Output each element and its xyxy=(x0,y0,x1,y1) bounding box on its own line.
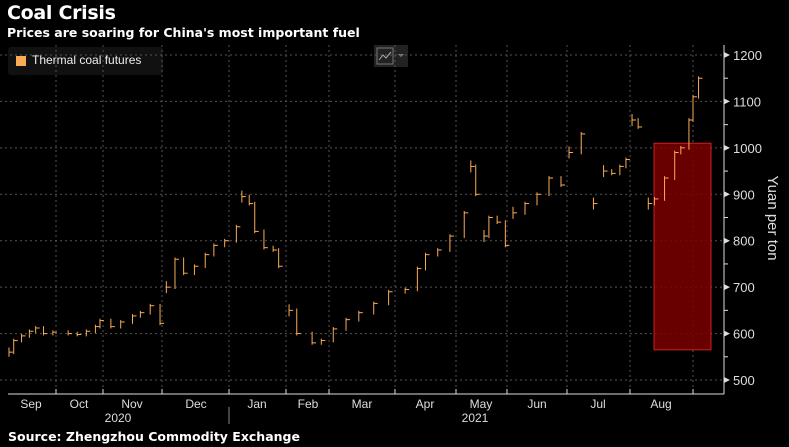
y-tick-marker xyxy=(724,377,730,383)
y-tick-label: 1100 xyxy=(733,94,761,109)
x-tick-label: Dec xyxy=(185,397,206,411)
y-tick-label: 1200 xyxy=(733,48,762,63)
x-tick-label: Sep xyxy=(20,397,42,411)
legend[interactable]: Thermal coal futures xyxy=(8,47,163,75)
y-tick-marker xyxy=(724,330,730,337)
year-label: 2020 xyxy=(105,411,132,425)
year-label: 2021 xyxy=(462,411,489,425)
y-tick-marker xyxy=(724,98,730,105)
x-tick-label: Nov xyxy=(121,397,142,411)
x-tick-label: May xyxy=(470,397,493,411)
y-tick-marker xyxy=(724,284,730,291)
y-tick-label: 900 xyxy=(733,187,755,202)
chart-title: Coal Crisis xyxy=(7,2,116,24)
x-tick-label: Feb xyxy=(298,397,319,411)
y-tick-marker xyxy=(724,191,730,198)
x-tick-label: Jun xyxy=(527,397,546,411)
y-tick-label: 700 xyxy=(733,280,755,295)
x-tick-label: Oct xyxy=(70,397,89,411)
y-tick-marker xyxy=(724,144,730,151)
y-tick-label: 600 xyxy=(733,327,755,342)
y-tick-marker xyxy=(724,237,730,244)
x-tick-label: Mar xyxy=(352,397,373,411)
y-tick-marker xyxy=(724,52,730,58)
source-note: Source: Zhengzhou Commodity Exchange xyxy=(8,429,300,444)
chart-subtitle: Prices are soaring for China's most impo… xyxy=(7,25,360,40)
x-tick-label: Aug xyxy=(650,397,671,411)
highlight-box xyxy=(653,142,712,351)
x-tick-label: Jul xyxy=(590,397,605,411)
legend-swatch xyxy=(16,56,26,66)
y-axis-label: Yuan per ton xyxy=(764,175,781,260)
x-tick-label: Jan xyxy=(247,397,266,411)
legend-label: Thermal coal futures xyxy=(32,53,142,67)
y-tick-label: 800 xyxy=(733,234,755,249)
x-tick-label: Apr xyxy=(416,397,435,411)
y-tick-label: 500 xyxy=(733,373,755,388)
y-tick-label: 1000 xyxy=(733,141,762,156)
